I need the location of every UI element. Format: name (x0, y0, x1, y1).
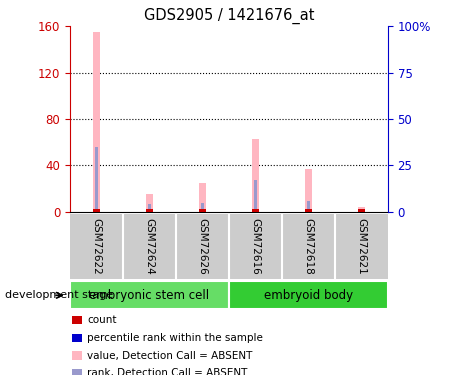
Text: value, Detection Call = ABSENT: value, Detection Call = ABSENT (87, 351, 253, 360)
Bar (358, 209, 364, 212)
Bar (254, 180, 257, 212)
Bar (358, 207, 364, 212)
Text: GSM72624: GSM72624 (144, 218, 154, 275)
Bar (93, 32, 100, 212)
Bar (252, 209, 258, 212)
Bar (252, 139, 258, 212)
Bar (305, 169, 312, 212)
Text: GSM72626: GSM72626 (198, 218, 207, 275)
Text: embryonic stem cell: embryonic stem cell (89, 289, 209, 302)
Bar (229, 281, 388, 309)
Bar (146, 209, 152, 212)
Text: embryoid body: embryoid body (264, 289, 353, 302)
Text: GSM72618: GSM72618 (304, 218, 313, 275)
Title: GDS2905 / 1421676_at: GDS2905 / 1421676_at (143, 7, 314, 24)
Text: count: count (87, 315, 116, 325)
Bar (70, 281, 229, 309)
Text: GSM72621: GSM72621 (356, 218, 366, 275)
Bar (305, 209, 312, 212)
Text: percentile rank within the sample: percentile rank within the sample (87, 333, 263, 343)
Bar (199, 183, 206, 212)
Bar (199, 209, 206, 212)
Bar (360, 210, 363, 212)
Bar (93, 209, 100, 212)
Bar (146, 195, 152, 212)
Bar (201, 202, 204, 212)
Bar (95, 147, 98, 212)
Bar (307, 201, 310, 212)
Bar (148, 204, 151, 212)
Text: rank, Detection Call = ABSENT: rank, Detection Call = ABSENT (87, 368, 248, 375)
Text: GSM72622: GSM72622 (92, 218, 101, 275)
Text: development stage: development stage (5, 290, 113, 300)
Text: GSM72616: GSM72616 (250, 218, 260, 275)
